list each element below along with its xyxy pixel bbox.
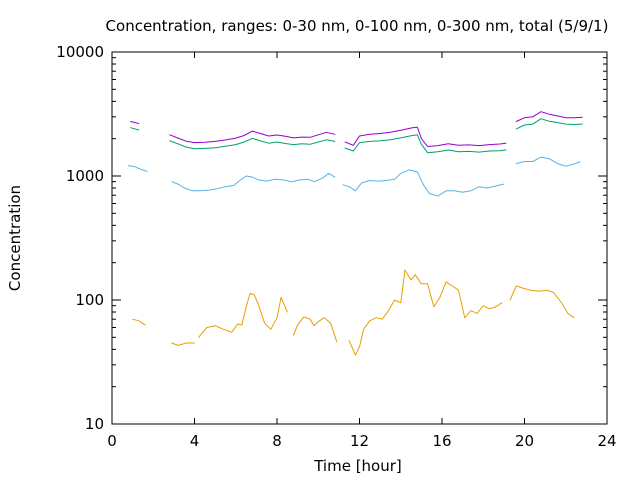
series-line	[132, 318, 146, 326]
y-tick-label: 10	[85, 415, 104, 433]
series-line	[130, 127, 140, 131]
chart-title: Concentration, ranges: 0-30 nm, 0-100 nm…	[106, 17, 609, 35]
x-tick-label: 20	[515, 432, 534, 450]
x-tick-label: 0	[107, 432, 117, 450]
series-line	[344, 126, 507, 147]
series-2	[130, 118, 583, 154]
series-line	[130, 121, 140, 124]
x-tick-label: 24	[597, 432, 616, 450]
series-line	[509, 285, 575, 319]
y-tick-label: 100	[75, 291, 104, 309]
series-line	[128, 165, 148, 172]
series-line	[171, 172, 336, 192]
plot-frame	[111, 51, 608, 425]
y-tick-label: 10000	[56, 43, 104, 61]
series-line	[169, 137, 336, 150]
x-tick-label: 4	[190, 432, 200, 450]
series-line	[169, 130, 336, 144]
series-0	[132, 269, 575, 356]
series-line	[344, 134, 507, 154]
series-line	[171, 342, 195, 346]
series-line	[293, 316, 338, 343]
series-line	[342, 169, 505, 197]
series-line	[198, 292, 288, 338]
x-axis-label: Time [hour]	[313, 457, 402, 475]
x-tick-label: 12	[350, 432, 369, 450]
series-1	[128, 156, 581, 197]
series-line	[515, 118, 583, 130]
series-line	[348, 269, 503, 356]
axes: 0 4 8 12 16 20 24 10 100 1000 10000	[56, 43, 616, 450]
series-3	[130, 111, 583, 147]
series-line	[515, 111, 583, 122]
x-tick-label: 8	[272, 432, 282, 450]
plot-series	[128, 111, 583, 356]
y-tick-label: 1000	[66, 167, 104, 185]
x-tick-label: 16	[432, 432, 451, 450]
series-line	[515, 156, 581, 167]
y-axis-label: Concentration	[6, 185, 24, 291]
